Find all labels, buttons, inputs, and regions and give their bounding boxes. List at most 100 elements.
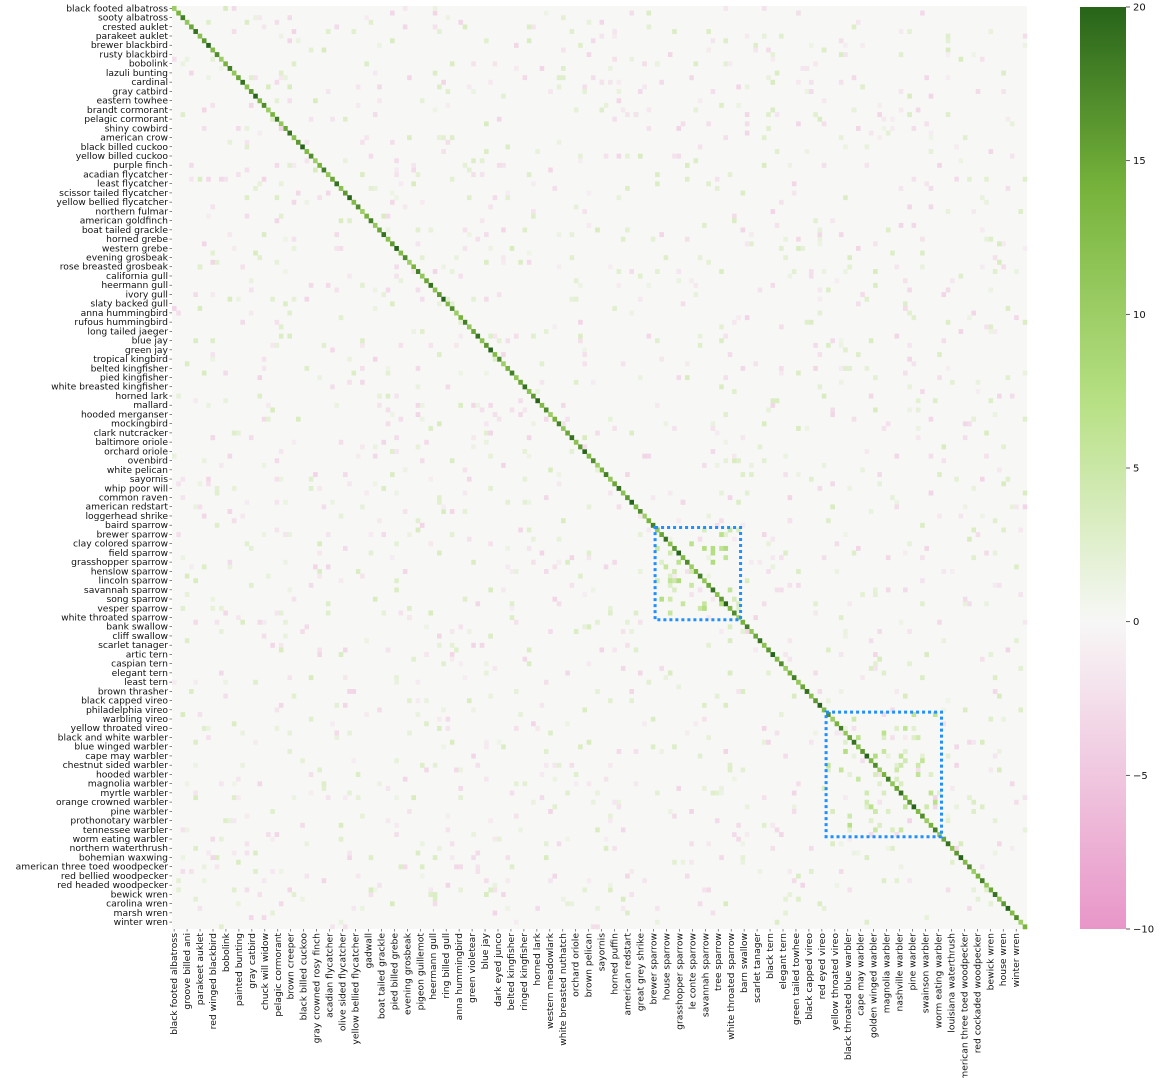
heatmap-cell — [740, 190, 746, 196]
heatmap-cell — [522, 781, 528, 787]
heatmap-cell — [890, 845, 895, 851]
heatmap-cell — [945, 753, 951, 759]
heatmap-cell — [890, 707, 895, 713]
heatmap-cell-diagonal — [830, 716, 835, 722]
heatmap-cell — [864, 144, 870, 150]
heatmap-cell — [783, 472, 788, 478]
heatmap-cell — [223, 398, 228, 404]
heatmap-cell — [779, 199, 784, 205]
heatmap-cell — [890, 495, 895, 501]
column-tick-label: great grey shrike — [636, 933, 647, 1012]
heatmap-cell — [509, 569, 515, 574]
heatmap-cell-diagonal — [920, 813, 925, 819]
heatmap-cell — [445, 716, 451, 722]
heatmap-cell — [962, 601, 968, 607]
heatmap-cell — [727, 624, 733, 630]
heatmap-cell — [672, 569, 677, 574]
heatmap-cell — [394, 167, 399, 173]
heatmap-cell — [813, 218, 818, 224]
heatmap-cell — [219, 836, 224, 842]
heatmap-cell — [270, 642, 275, 648]
heatmap-cell — [1018, 665, 1024, 671]
heatmap-cell — [343, 647, 348, 653]
heatmap-cell — [830, 481, 835, 487]
heatmap-cell — [885, 809, 891, 814]
heatmap-cell — [787, 495, 793, 501]
heatmap-cell — [419, 296, 425, 302]
row-tick-label: pine warbler — [110, 806, 168, 817]
heatmap-cell — [509, 605, 515, 611]
heatmap-cell — [821, 785, 827, 791]
heatmap-cell — [586, 19, 592, 25]
heatmap-cell — [915, 435, 921, 441]
heatmap-cell — [817, 236, 823, 242]
heatmap-cell — [501, 255, 506, 261]
heatmap-cell — [484, 232, 489, 238]
heatmap-cell — [377, 402, 382, 408]
row-tick-label: horned lark — [115, 391, 168, 402]
heatmap-cell — [680, 601, 686, 607]
heatmap-cell — [971, 739, 976, 745]
heatmap-cell — [437, 499, 442, 505]
heatmap-cell — [770, 555, 776, 561]
heatmap-cell — [693, 292, 699, 298]
heatmap-cell — [984, 550, 989, 556]
heatmap-cell — [496, 162, 502, 168]
heatmap-cell — [655, 172, 660, 178]
row-tick-label: brewer sparrow — [97, 529, 169, 540]
heatmap-cell — [227, 139, 233, 145]
heatmap-cell — [449, 652, 455, 658]
heatmap-cell — [385, 227, 391, 233]
heatmap-cell — [971, 527, 976, 533]
heatmap-cell — [364, 638, 369, 644]
heatmap-cell — [932, 795, 938, 801]
heatmap-cell — [988, 329, 994, 334]
heatmap-cell — [407, 698, 412, 704]
heatmap-cell — [719, 338, 724, 344]
heatmap-cell — [248, 102, 254, 108]
row-tick-label: anna hummingbird — [81, 308, 168, 319]
column-tick-label: barn swallow — [739, 933, 750, 993]
heatmap-cell — [907, 112, 912, 118]
heatmap-cell — [881, 878, 887, 884]
heatmap-cell — [325, 89, 331, 94]
heatmap-cell — [663, 564, 669, 570]
heatmap-cell — [967, 421, 972, 427]
heatmap-cell — [407, 730, 412, 736]
heatmap-cell — [791, 809, 797, 814]
heatmap-cell — [813, 610, 818, 616]
heatmap-cell-diagonal — [997, 896, 1002, 902]
heatmap-cell — [475, 869, 481, 874]
heatmap-cell — [685, 730, 690, 736]
heatmap-cell-diagonal — [753, 633, 758, 639]
heatmap-cell — [270, 869, 275, 874]
heatmap-cell — [689, 582, 694, 588]
heatmap-cell — [689, 278, 694, 284]
heatmap-cell — [539, 772, 545, 778]
heatmap-cell — [274, 476, 280, 482]
heatmap-cell — [219, 176, 224, 182]
heatmap-cell — [274, 458, 280, 464]
heatmap-cell — [958, 329, 964, 334]
heatmap-cell — [445, 813, 451, 819]
heatmap-cell — [843, 144, 848, 150]
heatmap-cell — [565, 559, 570, 565]
heatmap-cell — [518, 827, 523, 833]
heatmap-cell-diagonal — [492, 352, 498, 358]
heatmap-cell — [415, 365, 421, 371]
heatmap-cell — [394, 158, 399, 164]
row-tick-label: yellow throated vireo — [71, 723, 169, 734]
heatmap-cell — [377, 707, 382, 713]
heatmap-cell — [278, 33, 284, 39]
heatmap-cell-diagonal — [590, 458, 596, 464]
heatmap-cell — [761, 421, 767, 427]
heatmap-cell-diagonal — [518, 379, 523, 385]
heatmap-cell — [873, 665, 878, 671]
heatmap-cell-diagonal — [197, 33, 203, 39]
heatmap-cell — [193, 504, 198, 510]
heatmap-cell — [556, 536, 562, 542]
row-tick-label: cliff swallow — [112, 631, 168, 642]
heatmap-cell — [582, 209, 587, 214]
heatmap-cell — [633, 647, 639, 653]
heatmap-cell-diagonal — [180, 15, 186, 21]
